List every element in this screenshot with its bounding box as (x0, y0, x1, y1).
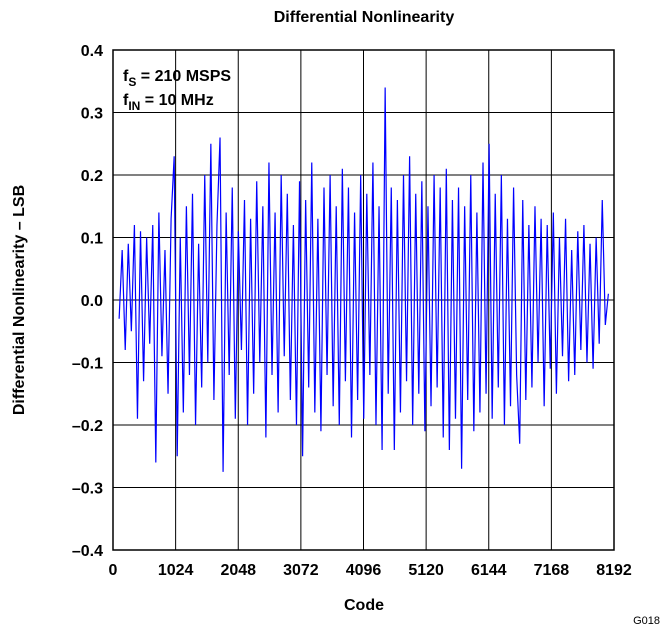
x-tick-label: 8192 (596, 562, 632, 579)
y-tick-label: 0.2 (81, 168, 103, 185)
annotation-main: f (123, 92, 129, 109)
annotation-tail: = 10 MHz (140, 92, 213, 109)
x-tick-label: 0 (109, 562, 118, 579)
annotation-sub: IN (128, 99, 140, 113)
y-tick-label: –0.1 (72, 356, 103, 373)
plot-frame (112, 49, 615, 551)
y-tick-label: 0.1 (81, 231, 103, 248)
x-tick-label: 4096 (346, 562, 382, 579)
y-axis-label: Differential Nonlinearity – LSB (11, 185, 28, 415)
y-tick-label: –0.4 (72, 543, 103, 560)
annotation-sub: S (128, 75, 136, 89)
x-axis-label: Code (344, 597, 384, 614)
figure-id: G018 (633, 615, 660, 627)
x-tick-label: 7168 (534, 562, 570, 579)
x-tick-label: 2048 (220, 562, 256, 579)
x-tick-label: 3072 (283, 562, 319, 579)
y-tick-label: 0.4 (81, 43, 103, 60)
y-tick-label: 0.0 (81, 293, 103, 310)
data-line (118, 87, 609, 472)
annotation: fS = 210 MSPS (123, 68, 231, 89)
chart-title: Differential Nonlinearity (274, 9, 455, 26)
annotation-tail: = 210 MSPS (136, 68, 231, 85)
annotation-main: f (123, 68, 129, 85)
x-tick-label: 6144 (471, 562, 507, 579)
y-tick-label: –0.2 (72, 418, 103, 435)
y-tick-label: 0.3 (81, 106, 103, 123)
annotation: fIN = 10 MHz (123, 92, 214, 113)
y-tick-label: –0.3 (72, 481, 103, 498)
x-tick-label: 5120 (408, 562, 444, 579)
x-tick-label: 1024 (158, 562, 194, 579)
